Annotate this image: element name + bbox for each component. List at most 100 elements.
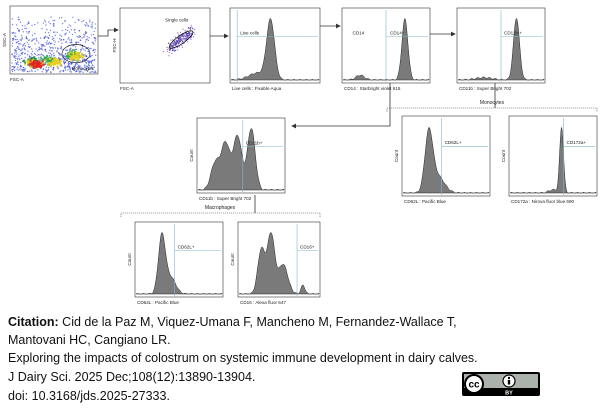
event-dot [75, 70, 77, 73]
x-axis-label: Live cells : Fixable Aqua [232, 86, 282, 91]
event-dot [68, 63, 71, 65]
event-dot [52, 25, 55, 27]
event-dot [14, 59, 17, 62]
plot-frame [134, 221, 224, 298]
event-dot [94, 40, 96, 42]
event-dot [24, 52, 26, 55]
event-dot [190, 38, 192, 40]
event-dot [70, 29, 72, 31]
event-dot [60, 35, 63, 37]
event-dot [14, 32, 16, 34]
event-dot [65, 55, 68, 58]
event-dot [86, 65, 89, 68]
event-dot [27, 50, 29, 52]
event-dot [63, 59, 66, 61]
event-dot [26, 61, 29, 64]
x-axis-label: CD172a : Nirova fluor blue 690 [511, 199, 575, 204]
event-dot [59, 34, 61, 36]
event-dot [92, 33, 95, 36]
event-dot [88, 36, 90, 39]
event-dot [21, 70, 24, 72]
event-dot [78, 70, 80, 72]
event-dot [182, 40, 184, 42]
event-dot [32, 38, 34, 40]
event-dot [86, 59, 88, 62]
gate-label: CD14 [353, 30, 365, 35]
event-dot [52, 66, 55, 69]
event-dot [70, 71, 73, 73]
event-dot [53, 19, 56, 22]
event-dot [39, 47, 41, 50]
event-dot [181, 46, 183, 48]
event-dot [20, 35, 23, 37]
event-dot [84, 24, 87, 27]
event-dot [86, 35, 88, 38]
event-dot [28, 63, 31, 66]
event-dot [180, 39, 182, 41]
event-dot [89, 56, 91, 58]
event-dot [171, 45, 173, 47]
panel: CD62L+ Count CD62L : Pacific Blue [394, 115, 491, 204]
event-dot [82, 36, 85, 38]
event-dot [23, 61, 27, 64]
event-dot [15, 57, 17, 59]
event-dot [13, 69, 16, 72]
histogram [135, 232, 223, 295]
event-dot [84, 50, 86, 52]
event-dot [90, 25, 92, 28]
event-dot [88, 69, 90, 71]
event-dot [37, 22, 39, 24]
event-dot [31, 54, 33, 56]
event-dot [56, 65, 59, 68]
event-dot [178, 37, 181, 39]
event-dot [40, 53, 43, 55]
event-dot [64, 20, 67, 22]
event-dot [34, 62, 37, 65]
event-dot [60, 16, 63, 19]
event-dot [94, 70, 97, 72]
x-axis-label: FSC-A [10, 77, 25, 82]
event-dot [24, 25, 26, 27]
event-dot [48, 49, 51, 52]
event-dot [14, 35, 16, 37]
cc-icon: cc [468, 380, 480, 391]
event-dot [31, 48, 33, 50]
event-dot [91, 59, 94, 62]
gate-label: Monocytes [72, 66, 95, 71]
brackets [120, 107, 598, 217]
event-dot [29, 70, 31, 72]
event-dot [72, 52, 75, 55]
event-dot [39, 54, 41, 56]
event-dot [16, 53, 18, 55]
event-dot [19, 68, 21, 70]
event-dot [183, 43, 185, 45]
event-dot [30, 56, 32, 58]
event-dot [16, 38, 18, 41]
event-dot [49, 62, 52, 65]
event-dot [19, 54, 21, 56]
event-dot [85, 39, 87, 41]
gate [169, 30, 194, 49]
event-dot [70, 62, 72, 64]
event-dot [83, 65, 86, 67]
event-dot [71, 33, 74, 36]
event-dot [56, 58, 60, 62]
event-dot [78, 65, 81, 68]
event-dot [20, 57, 23, 60]
event-dot [67, 26, 69, 29]
event-dot [26, 23, 28, 25]
event-dot [46, 55, 49, 58]
y-axis-label: SSC-A [2, 32, 7, 47]
event-dot [44, 31, 47, 34]
event-dot [190, 24, 192, 26]
event-dot [27, 39, 30, 41]
event-dot [18, 58, 21, 60]
event-dot [24, 42, 26, 45]
event-dot [189, 27, 191, 29]
event-dot [68, 31, 71, 33]
event-dot [62, 60, 65, 63]
event-dot [31, 24, 33, 27]
event-dot [58, 17, 61, 19]
event-dot [35, 39, 38, 41]
citation-line: doi: 10.3168/jds.2025-27333. [8, 389, 170, 403]
